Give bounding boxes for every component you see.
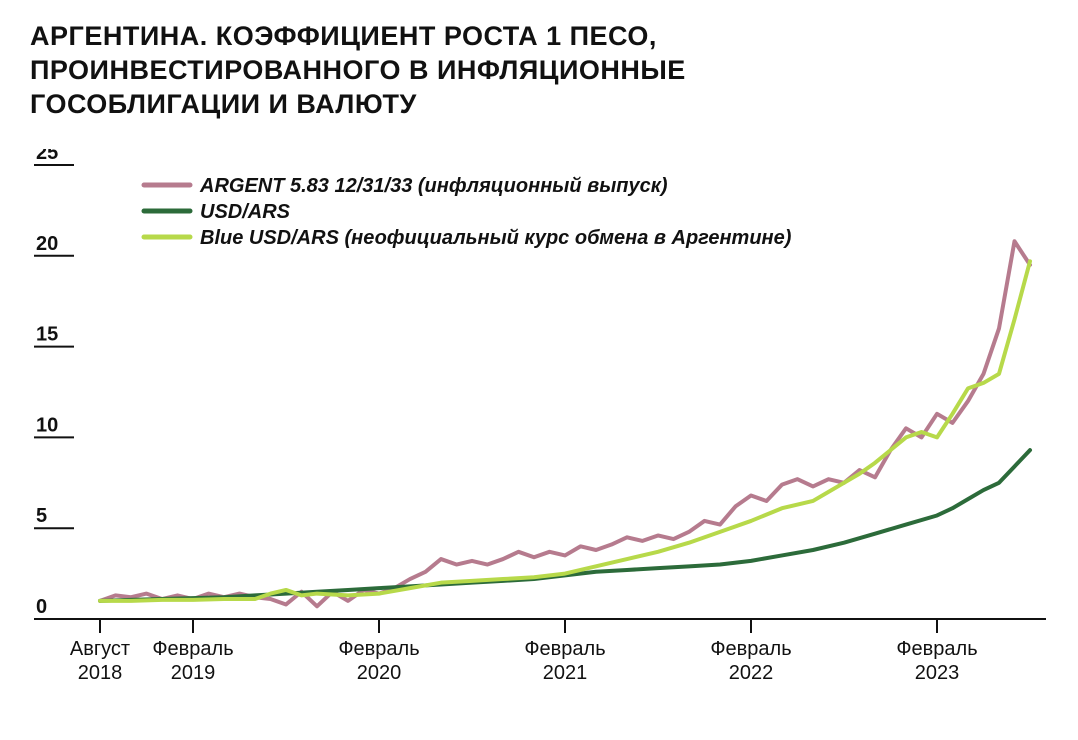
y-tick-label: 20 — [36, 233, 58, 255]
x-tick-label-top: Февраль — [338, 638, 419, 660]
x-tick-label-bottom: 2021 — [543, 662, 588, 684]
page: АРГЕНТИНА. КОЭФФИЦИЕНТ РОСТА 1 ПЕСО, ПРОИ… — [0, 0, 1078, 740]
y-tick-label: 15 — [36, 324, 58, 346]
x-tick-label-top: Февраль — [896, 638, 977, 660]
x-tick-label-top: Февраль — [524, 638, 605, 660]
series-line — [100, 242, 1030, 607]
x-tick-label-bottom: 2018 — [78, 662, 123, 684]
title-line: ГОСОБЛИГАЦИИ И ВАЛЮТУ — [30, 89, 417, 119]
series-line — [100, 450, 1030, 601]
title-line: ПРОИНВЕСТИРОВАННОГО В ИНФЛЯЦИОННЫЕ — [30, 55, 686, 85]
legend-label: ARGENT 5.83 12/31/33 (инфляционный выпус… — [199, 175, 668, 197]
x-tick-label-bottom: 2019 — [171, 662, 216, 684]
y-tick-label: 25 — [36, 149, 58, 164]
series-line — [100, 261, 1030, 601]
chart-title: АРГЕНТИНА. КОЭФФИЦИЕНТ РОСТА 1 ПЕСО, ПРОИ… — [30, 20, 1048, 121]
x-tick-label-top: Август — [70, 638, 130, 660]
chart-container: Август2018Февраль2019Февраль2020Февраль2… — [30, 149, 1048, 709]
legend-label: USD/ARS — [200, 201, 291, 223]
title-line: АРГЕНТИНА. КОЭФФИЦИЕНТ РОСТА 1 ПЕСО, — [30, 21, 657, 51]
y-tick-label: 10 — [36, 415, 58, 437]
x-tick-label-bottom: 2023 — [915, 662, 960, 684]
x-tick-label-bottom: 2020 — [357, 662, 402, 684]
legend-label: Blue USD/ARS (неофициальный курс обмена … — [200, 227, 792, 249]
line-chart: Август2018Февраль2019Февраль2020Февраль2… — [30, 149, 1048, 709]
x-tick-label-top: Февраль — [710, 638, 791, 660]
x-tick-label-bottom: 2022 — [729, 662, 774, 684]
y-tick-label: 5 — [36, 505, 47, 527]
x-tick-label-top: Февраль — [152, 638, 233, 660]
y-tick-label: 0 — [36, 596, 47, 618]
